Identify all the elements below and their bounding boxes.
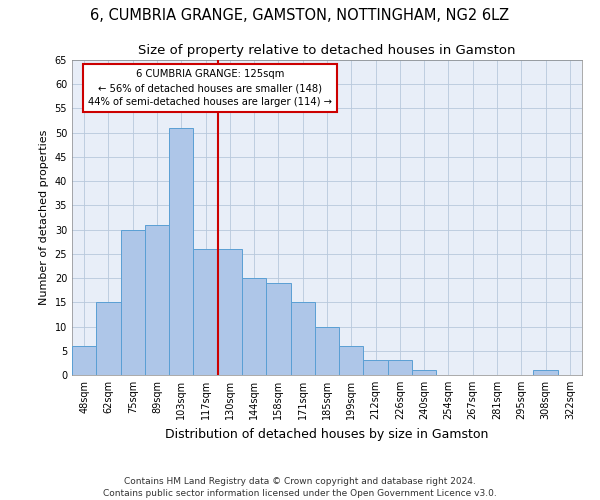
Bar [290,302,315,375]
Text: Contains HM Land Registry data © Crown copyright and database right 2024.
Contai: Contains HM Land Registry data © Crown c… [103,476,497,498]
Bar [266,283,290,375]
Text: 6, CUMBRIA GRANGE, GAMSTON, NOTTINGHAM, NG2 6LZ: 6, CUMBRIA GRANGE, GAMSTON, NOTTINGHAM, … [91,8,509,22]
Bar [145,225,169,375]
Text: 6 CUMBRIA GRANGE: 125sqm
← 56% of detached houses are smaller (148)
44% of semi-: 6 CUMBRIA GRANGE: 125sqm ← 56% of detach… [88,70,332,108]
Bar [533,370,558,375]
Bar [121,230,145,375]
Bar [388,360,412,375]
X-axis label: Distribution of detached houses by size in Gamston: Distribution of detached houses by size … [166,428,488,440]
Y-axis label: Number of detached properties: Number of detached properties [39,130,49,305]
Bar [72,346,96,375]
Bar [96,302,121,375]
Bar [315,326,339,375]
Bar [412,370,436,375]
Title: Size of property relative to detached houses in Gamston: Size of property relative to detached ho… [138,44,516,58]
Bar [242,278,266,375]
Bar [169,128,193,375]
Bar [364,360,388,375]
Bar [218,249,242,375]
Bar [193,249,218,375]
Bar [339,346,364,375]
